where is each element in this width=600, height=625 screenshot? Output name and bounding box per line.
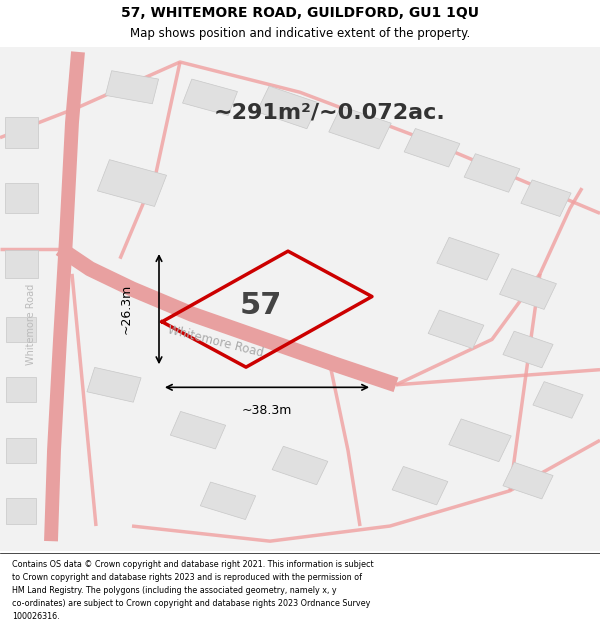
Polygon shape bbox=[170, 411, 226, 449]
Text: Whitemore Road: Whitemore Road bbox=[167, 324, 265, 360]
Polygon shape bbox=[6, 438, 36, 463]
Text: HM Land Registry. The polygons (including the associated geometry, namely x, y: HM Land Registry. The polygons (includin… bbox=[12, 586, 337, 595]
Polygon shape bbox=[437, 238, 499, 280]
Polygon shape bbox=[272, 446, 328, 485]
Polygon shape bbox=[97, 159, 167, 206]
Text: Map shows position and indicative extent of the property.: Map shows position and indicative extent… bbox=[130, 28, 470, 40]
Polygon shape bbox=[521, 180, 571, 216]
Polygon shape bbox=[5, 183, 37, 213]
Polygon shape bbox=[106, 71, 158, 104]
Polygon shape bbox=[6, 317, 36, 342]
Polygon shape bbox=[449, 419, 511, 462]
Polygon shape bbox=[257, 86, 319, 129]
Polygon shape bbox=[329, 106, 391, 149]
Text: Whitemore Road: Whitemore Road bbox=[26, 284, 36, 365]
Text: 57: 57 bbox=[240, 291, 282, 319]
Polygon shape bbox=[500, 269, 556, 309]
Text: Contains OS data © Crown copyright and database right 2021. This information is : Contains OS data © Crown copyright and d… bbox=[12, 560, 374, 569]
Text: 100026316.: 100026316. bbox=[12, 612, 59, 621]
Text: ~38.3m: ~38.3m bbox=[242, 404, 292, 416]
Polygon shape bbox=[404, 129, 460, 167]
Polygon shape bbox=[503, 462, 553, 499]
Text: to Crown copyright and database rights 2023 and is reproduced with the permissio: to Crown copyright and database rights 2… bbox=[12, 573, 362, 582]
Polygon shape bbox=[503, 331, 553, 367]
Polygon shape bbox=[87, 368, 141, 402]
Text: 57, WHITEMORE ROAD, GUILDFORD, GU1 1QU: 57, WHITEMORE ROAD, GUILDFORD, GU1 1QU bbox=[121, 6, 479, 20]
Text: co-ordinates) are subject to Crown copyright and database rights 2023 Ordnance S: co-ordinates) are subject to Crown copyr… bbox=[12, 599, 370, 608]
Polygon shape bbox=[464, 154, 520, 192]
Polygon shape bbox=[182, 79, 238, 116]
Polygon shape bbox=[6, 498, 36, 524]
Polygon shape bbox=[392, 466, 448, 505]
Polygon shape bbox=[6, 378, 36, 402]
Polygon shape bbox=[533, 382, 583, 418]
Polygon shape bbox=[5, 250, 37, 278]
Polygon shape bbox=[200, 482, 256, 519]
Polygon shape bbox=[5, 118, 37, 148]
Polygon shape bbox=[428, 310, 484, 349]
Text: ~291m²/~0.072ac.: ~291m²/~0.072ac. bbox=[214, 102, 446, 122]
Text: ~26.3m: ~26.3m bbox=[119, 284, 133, 334]
